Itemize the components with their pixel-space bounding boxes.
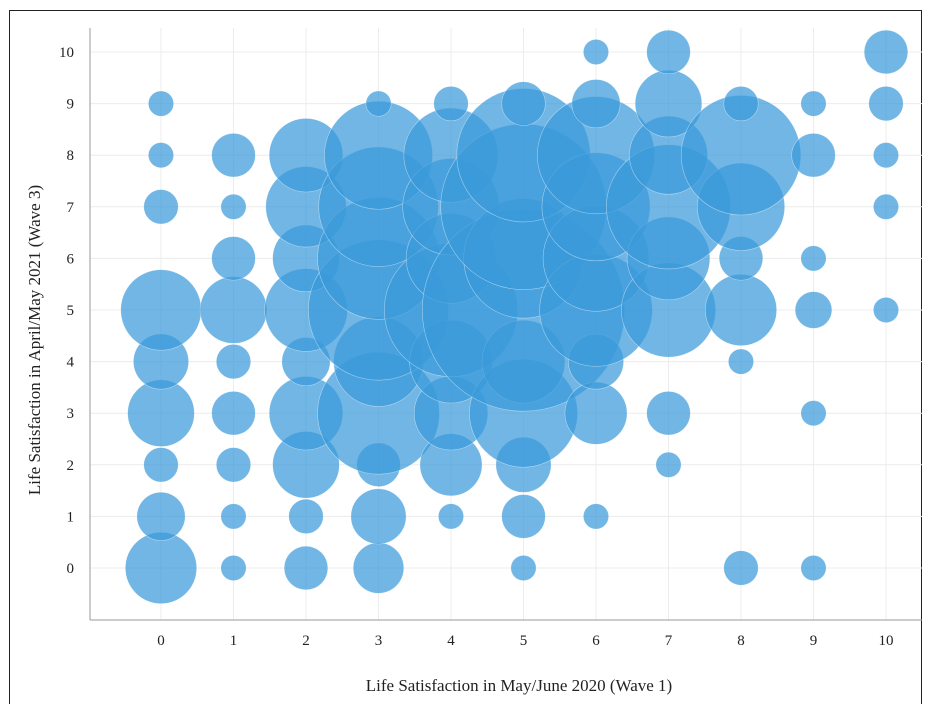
x-tick-label: 7 <box>665 633 673 649</box>
bubble-point <box>868 86 904 122</box>
y-tick-label: 8 <box>67 148 75 164</box>
bubble-point <box>220 555 247 581</box>
bubble-point <box>136 491 186 541</box>
tick-labels: 0 1 2 3 4 5 6 7 8 9 10 0 1 2 3 4 5 6 7 8 9 10 <box>59 45 894 649</box>
bubble-point <box>220 503 247 530</box>
x-tick-label: 1 <box>230 633 238 649</box>
bubble-point <box>564 381 628 445</box>
bubble-point <box>143 189 179 225</box>
y-tick-label: 7 <box>67 200 75 216</box>
bubble-point <box>583 503 609 530</box>
bubble-point <box>211 133 256 178</box>
y-tick-label: 2 <box>67 458 75 474</box>
y-tick-label: 5 <box>67 303 75 319</box>
bubble-point <box>655 451 682 478</box>
y-tick-label: 3 <box>67 406 75 422</box>
bubble-point <box>148 142 174 169</box>
y-tick-label: 1 <box>67 509 75 525</box>
x-tick-label: 5 <box>520 633 528 649</box>
bubble-point <box>211 391 256 436</box>
bubble-point <box>125 532 197 604</box>
x-tick-label: 8 <box>737 633 745 649</box>
x-tick-label: 6 <box>592 633 600 649</box>
bubble-point <box>646 29 691 75</box>
x-axis-title: Life Satisfaction in May/June 2020 (Wave… <box>366 676 672 695</box>
bubble-point <box>705 274 777 346</box>
bubble-point <box>350 488 407 545</box>
bubble-point <box>510 555 537 581</box>
bubble-point <box>501 81 546 126</box>
bubble-point <box>438 503 464 530</box>
bubble-point <box>199 276 268 344</box>
bubble-point <box>863 29 909 75</box>
bubble-point <box>283 545 329 591</box>
y-axis-title: Life Satisfaction in April/May 2021 (Wav… <box>25 185 44 495</box>
bubble-point <box>501 494 546 539</box>
bubble-point <box>873 193 899 220</box>
bubble-point <box>646 391 691 436</box>
bubble-point <box>148 90 174 117</box>
x-tick-label: 2 <box>302 633 310 649</box>
x-tick-label: 10 <box>879 633 894 649</box>
bubble-point <box>220 193 247 220</box>
y-tick-label: 9 <box>67 97 75 113</box>
bubble-point <box>800 90 827 117</box>
bubbles <box>120 29 909 604</box>
bubble-point <box>433 86 469 122</box>
bubble-point <box>571 79 621 129</box>
bubble-point <box>120 269 202 351</box>
bubble-point <box>800 400 827 427</box>
bubble-point <box>211 236 256 281</box>
bubble-point <box>723 86 759 122</box>
bubble-point <box>215 447 252 483</box>
bubble-point <box>127 379 195 447</box>
y-tick-label: 6 <box>67 251 75 267</box>
y-tick-label: 0 <box>67 561 75 577</box>
bubble-point <box>288 498 324 534</box>
x-tick-label: 3 <box>375 633 383 649</box>
bubble-point <box>583 39 609 65</box>
bubble-point <box>873 142 899 169</box>
bubble-point <box>791 133 836 178</box>
y-tick-label: 10 <box>59 45 74 61</box>
bubble-point <box>873 297 899 323</box>
bubble-point <box>365 90 392 117</box>
x-tick-label: 9 <box>810 633 818 649</box>
x-tick-label: 0 <box>157 633 165 649</box>
bubble-point <box>800 245 827 272</box>
bubble-point <box>215 344 252 380</box>
bubble-point <box>794 291 833 329</box>
bubble-point <box>143 447 179 483</box>
y-tick-label: 4 <box>67 355 75 371</box>
bubble-point <box>723 550 759 586</box>
bubble-point <box>728 348 754 375</box>
bubble-point <box>800 555 827 581</box>
x-tick-label: 4 <box>447 633 455 649</box>
bubble-point <box>352 542 405 594</box>
